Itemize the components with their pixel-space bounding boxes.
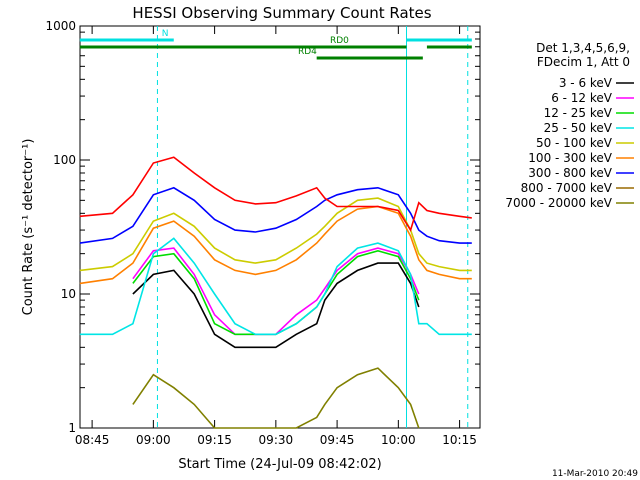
legend-header-line-2: FDecim 1, Att 0	[537, 55, 630, 69]
vertical-lines	[156, 26, 469, 428]
legend-label: 300 - 800 keV	[528, 166, 612, 180]
series-line	[132, 247, 420, 336]
legend-label: 7000 - 20000 keV	[505, 196, 612, 210]
legend-header-line-1: Det 1,3,4,5,6,9,	[536, 41, 630, 55]
legend-label: 6 - 12 keV	[551, 91, 613, 105]
chart-title: HESSI Observing Summary Count Rates	[132, 4, 431, 22]
flag-label: RD4	[298, 47, 317, 57]
y-tick-label: 10	[61, 287, 76, 301]
y-axis-label: Count Rate (s⁻¹ detector⁻¹)	[21, 139, 36, 316]
axis-ticks: 08:45 09:00 09:15 09:30 09:45 10:00 10:15 1 10 10…	[45, 19, 480, 447]
footer-date: 11-Mar-2010 20:49	[552, 469, 638, 479]
x-tick-label: 09:00	[136, 433, 171, 447]
x-tick-label: 10:15	[442, 433, 477, 447]
flag-bars: N RD0 RD4	[79, 29, 472, 60]
flag-label: N	[162, 29, 169, 39]
legend-label: 100 - 300 keV	[528, 151, 612, 165]
x-tick-label: 09:15	[197, 433, 232, 447]
series-line	[79, 186, 472, 244]
series-line	[132, 367, 420, 429]
series-line	[132, 262, 420, 349]
legend-label: 12 - 25 keV	[544, 106, 613, 120]
y-tick-label: 1000	[45, 19, 76, 33]
x-tick-label: 10:00	[381, 433, 416, 447]
flag-label: RD0	[330, 36, 349, 46]
x-tick-label: 09:45	[320, 433, 355, 447]
x-axis-label: Start Time (24-Jul-09 08:42:02)	[178, 457, 381, 472]
series-line	[79, 237, 472, 336]
y-tick-label: 100	[53, 153, 76, 167]
series-line	[79, 205, 472, 285]
legend-label: 800 - 7000 keV	[521, 181, 613, 195]
x-tick-label: 08:45	[75, 433, 110, 447]
legend-label: 3 - 6 keV	[559, 76, 613, 90]
y-tick-label: 1	[68, 421, 76, 435]
x-tick-label: 09:30	[259, 433, 294, 447]
data-series	[79, 156, 472, 429]
series-line	[79, 156, 472, 233]
legend-label: 50 - 100 keV	[536, 136, 613, 150]
legend-label: 25 - 50 keV	[544, 121, 613, 135]
series-line	[79, 197, 472, 272]
